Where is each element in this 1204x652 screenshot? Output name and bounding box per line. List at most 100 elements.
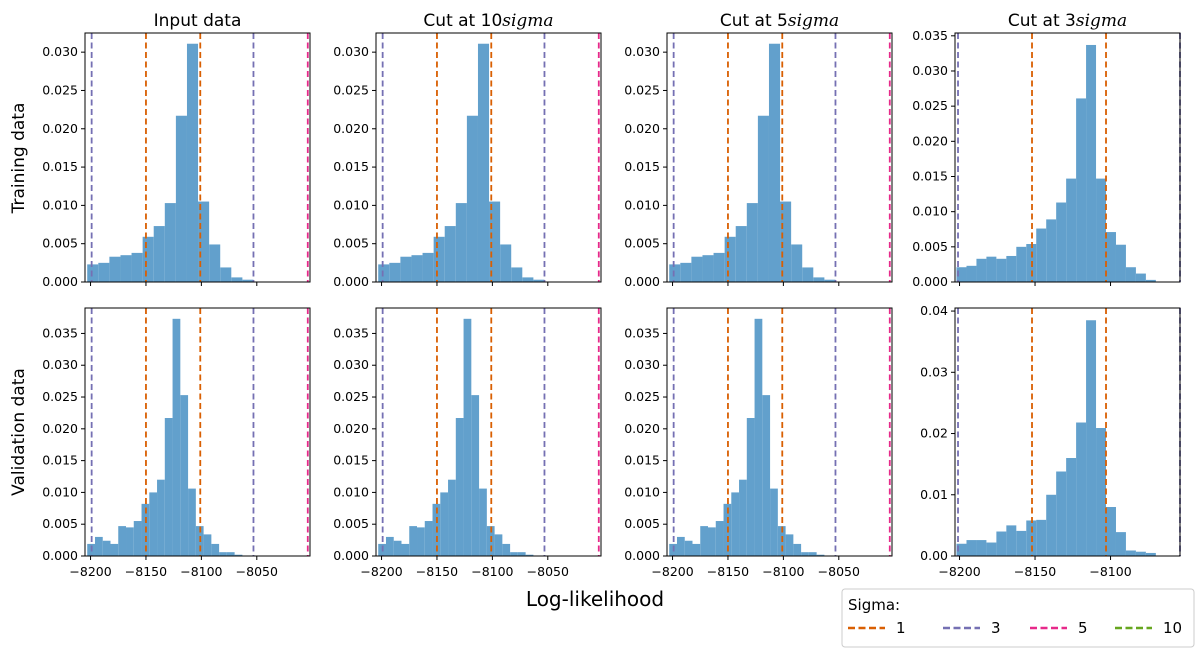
x-tick-label: −8100 xyxy=(180,564,222,579)
histogram-bar xyxy=(1006,255,1017,282)
y-tick-label: 0.010 xyxy=(42,197,78,212)
y-tick-label: 0.000 xyxy=(912,274,948,289)
histogram-bar xyxy=(466,115,478,283)
histogram-bar xyxy=(98,262,110,282)
histogram-bar xyxy=(976,258,987,282)
panel-title: Input data xyxy=(154,11,242,31)
x-tick-label: −8150 xyxy=(1014,564,1056,579)
histogram-bar xyxy=(1106,507,1116,556)
histogram-bar xyxy=(489,201,501,282)
histogram-bar xyxy=(522,277,534,282)
histogram-bar xyxy=(715,521,724,556)
histogram-bar xyxy=(1086,44,1097,283)
histogram-bar xyxy=(956,543,967,556)
histogram-bar xyxy=(234,554,243,556)
histogram-bar xyxy=(494,534,503,556)
histogram-bar xyxy=(389,262,401,282)
y-tick-label: 0.025 xyxy=(333,82,369,97)
axes-frame xyxy=(954,307,1181,557)
histogram-bar xyxy=(118,526,127,556)
histogram-bar xyxy=(94,536,103,556)
y-tick-label: 0.010 xyxy=(333,197,369,212)
histogram-bar xyxy=(684,540,693,556)
y-tick-label: 0.000 xyxy=(333,548,369,563)
y-tick-label: 0.015 xyxy=(333,453,369,468)
y-tick-label: 0.020 xyxy=(624,421,660,436)
legend-entries: 1 3 5 10 xyxy=(848,619,1182,637)
y-tick-label: 0.01 xyxy=(920,487,948,502)
histogram-bar xyxy=(1056,202,1067,282)
histogram-bar xyxy=(440,492,449,556)
histogram-bar xyxy=(463,318,472,556)
histogram-bar xyxy=(102,540,111,556)
histogram-bar xyxy=(120,255,132,282)
histogram-bar xyxy=(692,543,701,556)
legend-label-sigma-3: 3 xyxy=(991,619,1001,637)
histogram-bar xyxy=(713,252,725,282)
y-tick-label: 0.005 xyxy=(912,239,948,254)
histogram-bar xyxy=(735,226,747,282)
y-tick-label: 0.015 xyxy=(42,159,78,174)
histogram-bar xyxy=(1135,551,1146,556)
y-tick-label: 0.005 xyxy=(624,516,660,531)
histogram-bar xyxy=(1076,422,1087,556)
histogram-bar xyxy=(242,279,254,282)
y-tick-label: 0.03 xyxy=(920,364,948,379)
histogram-bar xyxy=(976,540,987,556)
histogram-bar xyxy=(417,527,425,556)
axes-frame xyxy=(666,307,893,557)
histogram-bar xyxy=(1115,244,1126,282)
y-tick-label: 0.015 xyxy=(912,168,948,183)
histogram-bar xyxy=(188,488,196,556)
y-tick-label: 0.025 xyxy=(42,82,78,97)
histogram-bar xyxy=(813,277,825,282)
histogram-bar xyxy=(525,554,534,556)
histogram-bar xyxy=(479,488,487,556)
histogram-bar xyxy=(433,236,445,282)
y-tick-label: 0.010 xyxy=(624,484,660,499)
panel-title-text: Cut at 3 xyxy=(1008,11,1076,31)
y-tick-label: 0.035 xyxy=(333,325,369,340)
histogram-bar xyxy=(219,552,227,556)
y-tick-label: 0.030 xyxy=(333,357,369,372)
histogram-bar xyxy=(770,488,778,556)
legend-title: Sigma: xyxy=(848,596,900,614)
y-tick-label: 0.025 xyxy=(42,389,78,404)
histogram-bar xyxy=(793,543,802,556)
x-tick-label: −8200 xyxy=(360,564,402,579)
histogram-bar xyxy=(754,318,763,556)
histogram-bar xyxy=(801,552,809,556)
y-tick-label: 0.005 xyxy=(333,236,369,251)
histogram-bar xyxy=(1086,320,1097,556)
panel-title: Cut at 5sigma xyxy=(720,11,839,31)
histogram-bar xyxy=(157,479,165,556)
panel-title-sigma: sigma xyxy=(1076,11,1127,31)
y-tick-label: 0.020 xyxy=(42,121,78,136)
panel-title-text: Cut at 5 xyxy=(720,11,788,31)
panel-7: 0.000 0.005 0.010 0.015 0.020 0.025 0.030 0.035… xyxy=(624,307,893,579)
histogram-bar xyxy=(164,203,176,282)
y-tick-label: 0.020 xyxy=(624,121,660,136)
y-tick-label: 0.00 xyxy=(920,548,948,563)
histogram-bar xyxy=(791,244,803,282)
histogram-bar xyxy=(87,264,99,282)
y-tick-label: 0.000 xyxy=(624,548,660,563)
histogram-bar xyxy=(1096,178,1107,282)
x-tick-label: −8100 xyxy=(762,564,804,579)
y-tick-label: 0.030 xyxy=(333,44,369,59)
x-tick-label: −8100 xyxy=(471,564,513,579)
y-tick-label: 0.030 xyxy=(912,63,948,78)
histogram-bar xyxy=(448,479,456,556)
histogram-bar xyxy=(966,540,977,556)
histogram-bar xyxy=(996,258,1007,282)
histogram-bar xyxy=(186,43,199,283)
x-axis-label: Log-likelihood xyxy=(526,587,664,611)
y-tick-label: 0.030 xyxy=(624,44,660,59)
panel-2: 0.000 0.005 0.010 0.015 0.020 0.025 0.030 Cut a… xyxy=(333,11,602,289)
y-tick-label: 0.04 xyxy=(920,303,948,318)
axes-frame xyxy=(375,32,602,283)
histogram-bar xyxy=(226,552,235,556)
histogram-bar xyxy=(1135,273,1146,282)
histogram-bar xyxy=(500,244,512,282)
histogram-bar xyxy=(172,318,181,556)
